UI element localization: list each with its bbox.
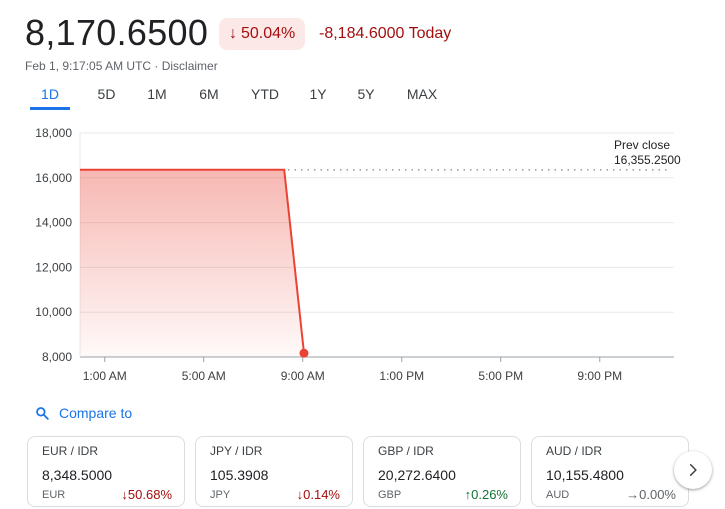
tab-1y[interactable]: 1Y	[309, 86, 327, 102]
y-tick-label: 16,000	[35, 171, 72, 185]
card-gbp-idr[interactable]: GBP / IDR 20,272.6400 GBP ↑0.26%	[363, 436, 521, 507]
prev-close-label: Prev close	[614, 138, 670, 152]
y-tick-label: 10,000	[35, 305, 72, 319]
next-cards-button[interactable]	[674, 451, 712, 489]
price-area-fill	[80, 169, 304, 357]
card-change-value: 0.14%	[303, 487, 340, 502]
y-tick-label: 12,000	[35, 260, 72, 274]
price-chart[interactable]: 18,000 16,000 14,000 12,000 10,000 8,000 1:00…	[0, 118, 725, 393]
change-today: -8,184.6000 Today	[319, 25, 452, 42]
tab-6m[interactable]: 6M	[199, 86, 219, 102]
card-pair: AUD / IDR	[546, 444, 603, 458]
tab-1m[interactable]: 1M	[147, 86, 167, 102]
tab-1d[interactable]: 1D	[30, 86, 70, 110]
compare-label: Compare to	[59, 405, 133, 421]
y-axis: 18,000 16,000 14,000 12,000 10,000 8,000	[35, 126, 72, 364]
x-tick-label: 5:00 PM	[478, 369, 523, 383]
change-percent: 50.04%	[241, 25, 296, 42]
tab-5d[interactable]: 5D	[97, 86, 116, 102]
card-value: 10,155.4800	[546, 467, 624, 483]
card-change-value: 50.68%	[127, 487, 172, 502]
card-currency: EUR	[42, 489, 66, 501]
arrow-up-icon: ↑	[464, 487, 472, 502]
card-change: ↓50.68%	[121, 487, 172, 502]
chevron-right-icon	[686, 463, 700, 477]
arrow-right-icon: →	[626, 487, 640, 502]
prev-close-value: 16,355.2500	[614, 153, 681, 167]
x-tick-label: 9:00 AM	[281, 369, 325, 383]
card-pair: GBP / IDR	[378, 444, 434, 458]
search-icon	[35, 406, 49, 420]
price-series-line	[80, 168, 305, 354]
card-change-value: 0.26%	[471, 487, 508, 502]
tab-ytd[interactable]: YTD	[251, 86, 279, 102]
card-pair: JPY / IDR	[210, 444, 263, 458]
card-value: 20,272.6400	[378, 467, 456, 483]
card-change: →0.00%	[626, 487, 676, 502]
y-tick-label: 14,000	[35, 216, 72, 230]
time-range-tabs: 1D 5D 1M 6M YTD 1Y 5Y MAX	[30, 86, 442, 110]
card-change: ↓0.14%	[297, 487, 340, 502]
x-tick-label: 1:00 PM	[379, 369, 424, 383]
card-currency: AUD	[546, 489, 570, 501]
arrow-down-icon: ↓	[296, 487, 304, 502]
card-jpy-idr[interactable]: JPY / IDR 105.3908 JPY ↓0.14%	[195, 436, 353, 507]
change-percent-badge: ↓ 50.04%	[219, 18, 306, 50]
y-tick-label: 18,000	[35, 126, 72, 140]
arrow-down-icon: ↓	[229, 25, 237, 42]
compare-to-button[interactable]: Compare to	[35, 405, 132, 421]
x-tick-label: 9:00 PM	[577, 369, 622, 383]
card-change: ↑0.26%	[465, 487, 508, 502]
card-change-value: 0.00%	[639, 487, 676, 502]
y-tick-label: 8,000	[42, 350, 72, 364]
current-price: 8,170.6500	[25, 12, 209, 53]
card-currency: GBP	[378, 489, 402, 501]
card-pair: EUR / IDR	[42, 444, 99, 458]
x-tick-label: 5:00 AM	[182, 369, 226, 383]
x-axis: 1:00 AM 5:00 AM 9:00 AM 1:00 PM 5:00 PM 9:00 …	[83, 357, 622, 383]
arrow-down-icon: ↓	[121, 487, 128, 502]
tab-5y[interactable]: 5Y	[357, 86, 375, 102]
card-aud-idr[interactable]: AUD / IDR 10,155.4800 AUD →0.00%	[531, 436, 689, 507]
card-value: 8,348.5000	[42, 467, 113, 483]
card-eur-idr[interactable]: EUR / IDR 8,348.5000 EUR ↓50.68%	[27, 436, 185, 507]
card-value: 105.3908	[210, 467, 269, 483]
timestamp-disclaimer[interactable]: Feb 1, 9:17:05 AM UTC · Disclaimer	[25, 59, 218, 73]
card-currency: JPY	[210, 489, 231, 501]
tab-max[interactable]: MAX	[406, 86, 438, 102]
x-tick-label: 1:00 AM	[83, 369, 127, 383]
last-price-point[interactable]	[299, 348, 309, 358]
